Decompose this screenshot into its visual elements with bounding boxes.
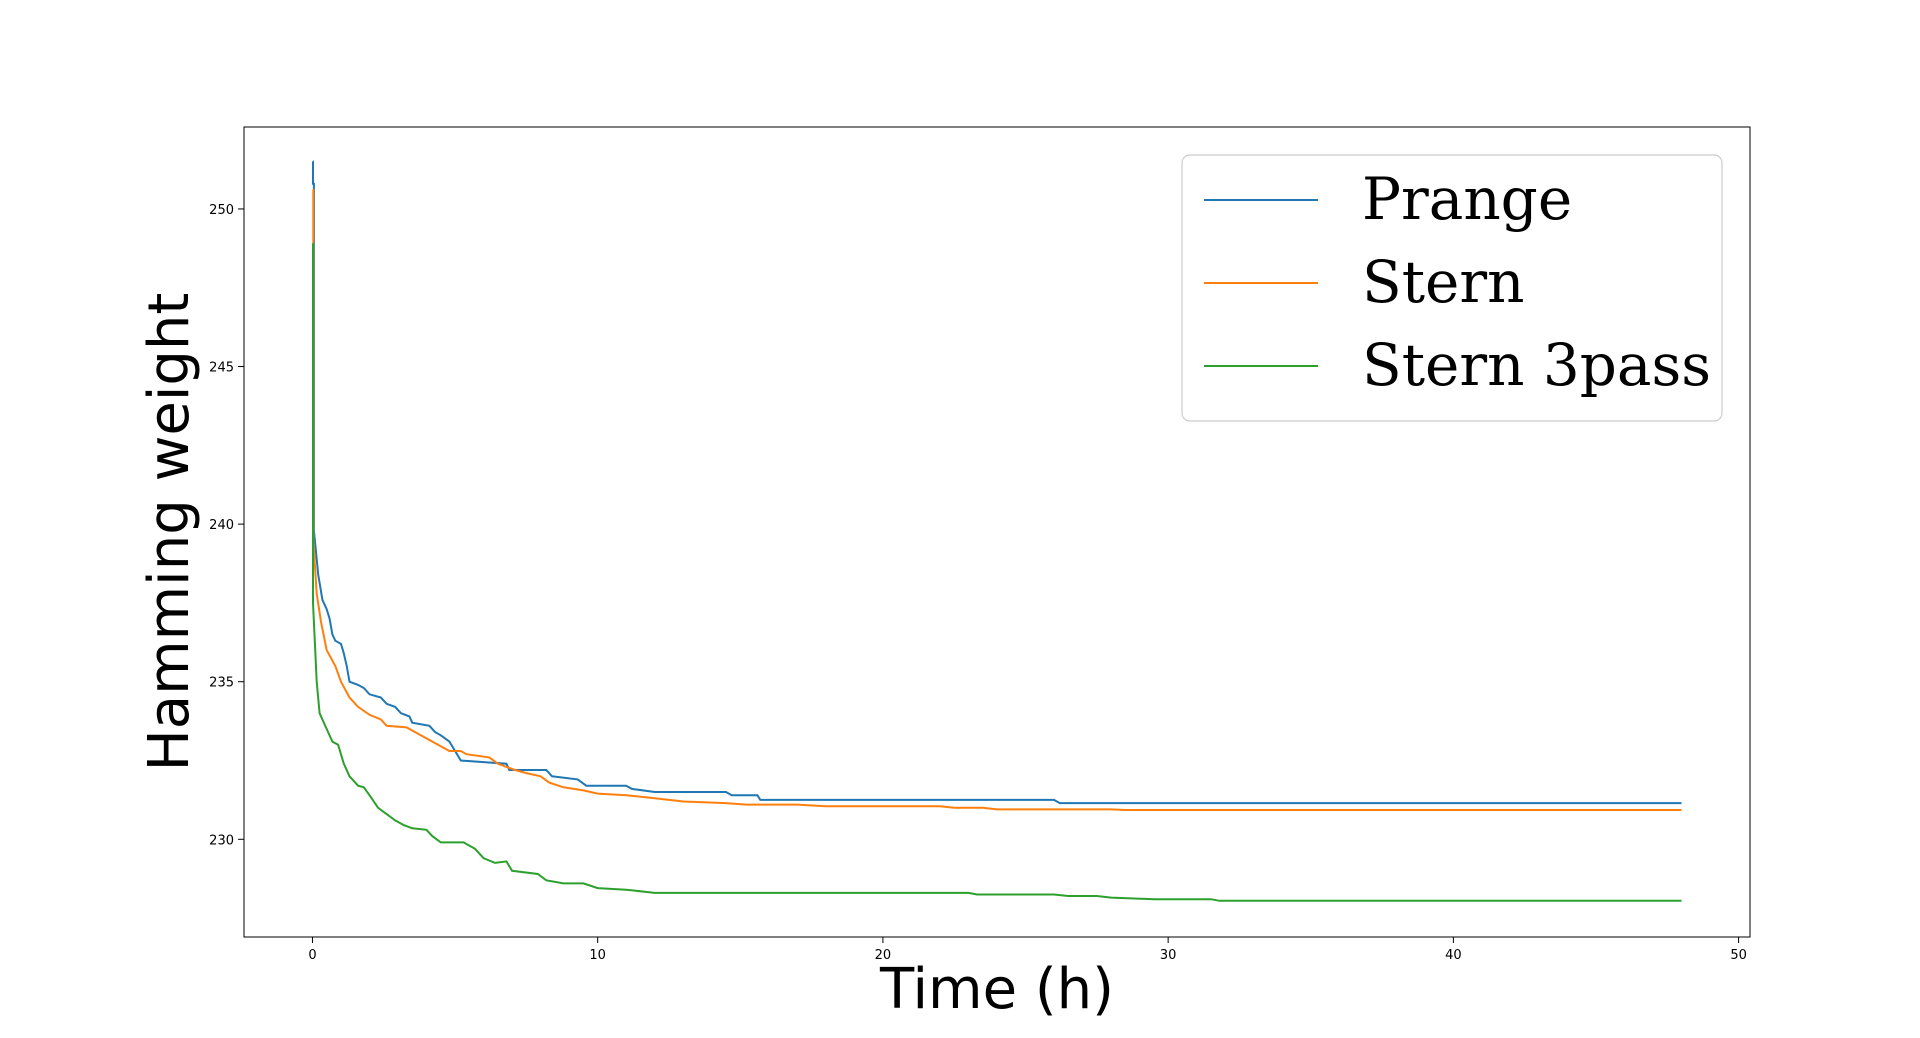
legend-label-1: Stern <box>1362 248 1524 316</box>
legend-box <box>1181 154 1723 422</box>
y-tick-label: 230 <box>209 833 234 848</box>
legend-label-0: Prange <box>1362 165 1572 233</box>
y-axis-ticks: 230 235 240 245 250 <box>209 203 244 848</box>
y-tick-label: 250 <box>209 203 234 218</box>
legend-label-2: Stern 3pass <box>1362 331 1711 399</box>
series-line-2 <box>312 242 1682 902</box>
y-tick-label: 240 <box>209 518 234 533</box>
y-axis-label: Hamming weight <box>137 293 202 772</box>
x-tick-label: 50 <box>1730 948 1747 963</box>
plot-area-frame <box>243 126 1751 938</box>
x-tick-label: 20 <box>875 948 892 963</box>
series-line-0 <box>312 160 1682 805</box>
y-tick-label: 245 <box>209 361 234 376</box>
x-tick-label: 0 <box>308 948 316 963</box>
legend-items: Prange Stern Stern 3pass <box>1204 165 1711 399</box>
x-tick-label: 40 <box>1445 948 1462 963</box>
y-tick-label: 235 <box>209 676 234 691</box>
series-line-1 <box>312 189 1682 811</box>
legend: Prange Stern Stern 3pass <box>1181 154 1723 422</box>
series-layer <box>312 160 1682 902</box>
x-axis-label: Time (h) <box>879 957 1114 1022</box>
x-tick-label: 10 <box>589 948 606 963</box>
x-axis-ticks: 0 10 20 30 40 50 <box>308 937 1747 963</box>
x-tick-label: 30 <box>1160 948 1177 963</box>
